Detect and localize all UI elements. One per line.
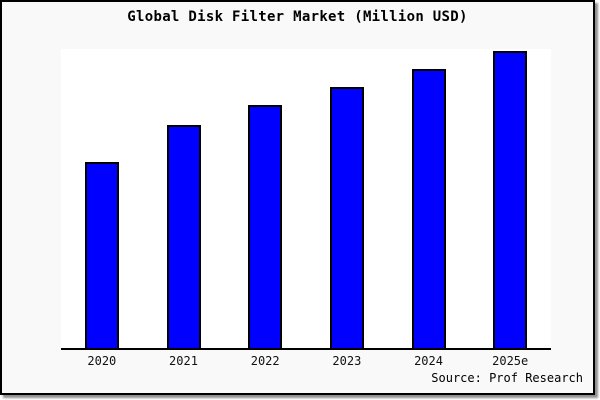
bar-slot-2021 <box>143 49 225 348</box>
bar-2023 <box>329 87 364 348</box>
x-tick-label-2021: 2021 <box>169 354 198 368</box>
bar-slot-2024 <box>388 49 470 348</box>
bar-2025e <box>493 51 528 348</box>
chart-card: Global Disk Filter Market (Million USD) … <box>0 0 595 395</box>
x-tick-label-2025e: 2025e <box>492 354 529 368</box>
x-axis-labels: 2020 2021 2022 2023 2024 2025e <box>61 354 551 368</box>
x-tick-label-2020: 2020 <box>87 354 117 368</box>
bar-slot-2020 <box>61 49 143 348</box>
bar-slot-2023 <box>306 49 388 348</box>
bar-2024 <box>411 69 446 348</box>
chart-title: Global Disk Filter Market (Million USD) <box>127 9 468 25</box>
bar-slot-2025e <box>469 49 551 348</box>
bar-2021 <box>166 125 201 348</box>
bar-2022 <box>248 105 283 348</box>
bars-container <box>61 49 551 348</box>
x-tick-label-2023: 2023 <box>332 354 362 368</box>
bar-2020 <box>84 162 119 348</box>
plot-area <box>61 49 551 350</box>
x-tick-label-2022: 2022 <box>250 354 280 368</box>
bar-slot-2022 <box>224 49 306 348</box>
x-tick-label-2024: 2024 <box>414 354 443 368</box>
source-caption: Source: Prof Research <box>431 371 583 385</box>
